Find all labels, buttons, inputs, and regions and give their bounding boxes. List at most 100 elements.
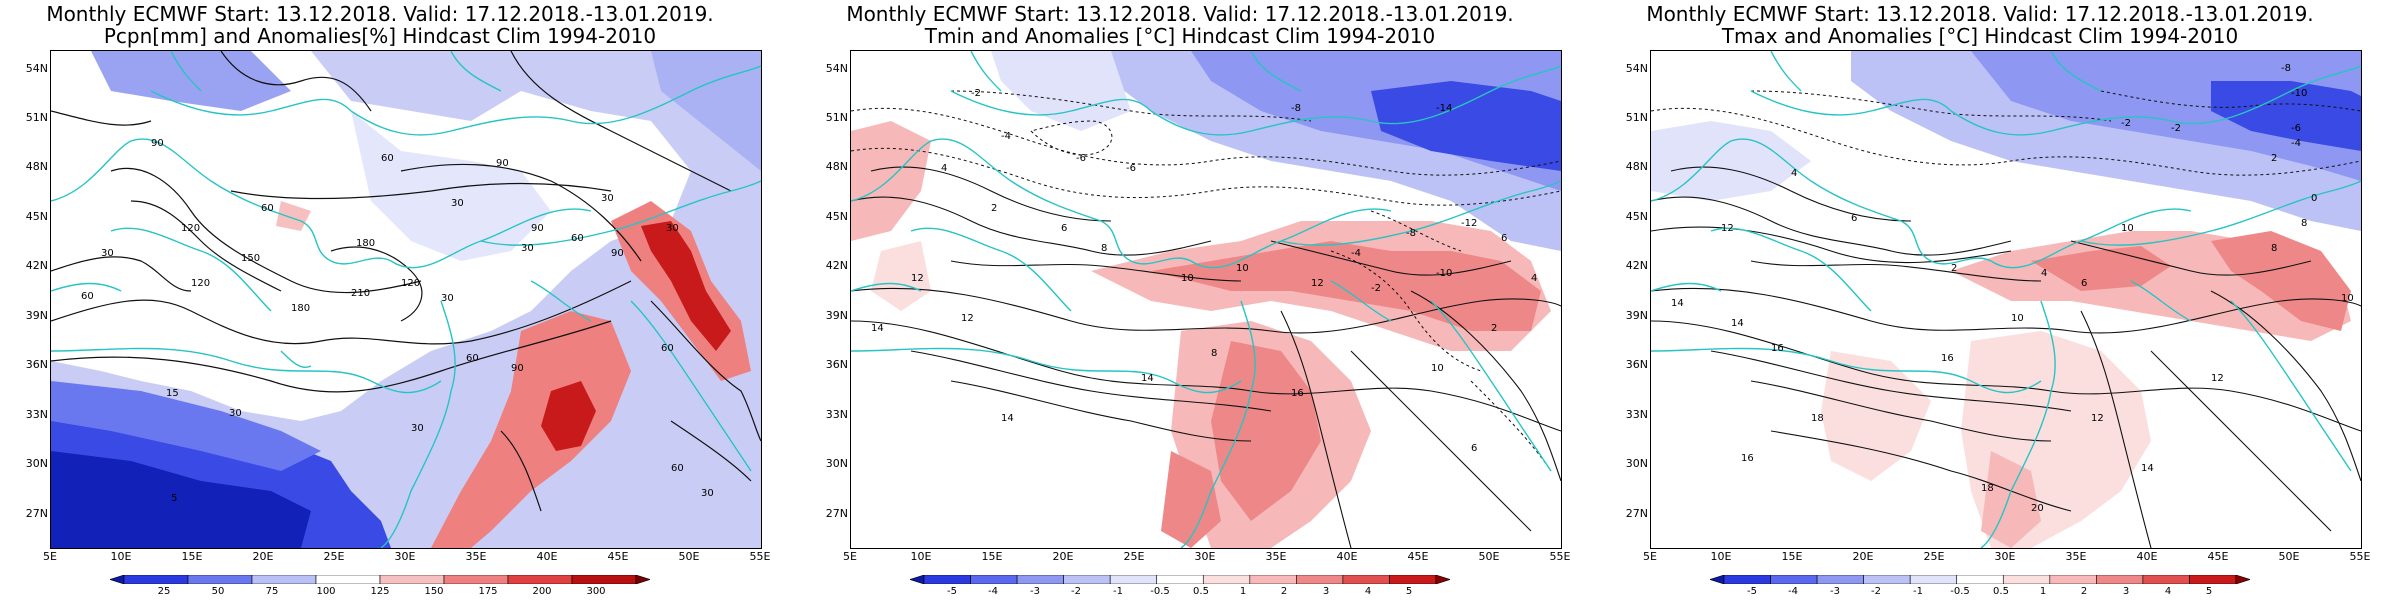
contour-label: -12 (1461, 218, 1477, 229)
tmin-contours (851, 166, 1561, 548)
contour-label: 2 (2271, 153, 2277, 164)
colorbar-segment (187, 575, 253, 584)
lat-label: 48N (25, 160, 48, 173)
precipitation-map: 30 60 90 120 150 180 210 60 30 90 120 60… (51, 51, 761, 548)
lon-label: 20E (1052, 550, 1074, 563)
colorbar-label: 25 (157, 586, 171, 597)
colorbar-label: 75 (265, 586, 279, 597)
contour-label: 2 (1491, 323, 1497, 334)
colorbar-label: -3 (1830, 586, 1840, 597)
colorbar-label: -0.5 (1150, 586, 1170, 597)
contour-label: 30 (101, 248, 114, 259)
colorbar-label: -5 (1747, 586, 1757, 597)
contour-label: 12 (1311, 278, 1324, 289)
contour-label: 10 (1236, 263, 1249, 274)
panel-title-line2: Tmin and Anomalies [°C] Hindcast Clim 19… (924, 24, 1436, 48)
lat-label: 48N (825, 160, 848, 173)
lon-label: 5E (1643, 550, 1657, 563)
colorbar-segment (1063, 575, 1111, 584)
colorbar-segment (2189, 575, 2237, 584)
colorbar-segment (923, 575, 971, 584)
contour-label: -10 (1436, 268, 1452, 279)
contour-labels: -14 -2 -4 -6 -6 -8 4 2 6 8 10 12 14 16 1… (871, 88, 1537, 454)
lon-label: 35E (465, 550, 487, 563)
colorbar-segment (507, 575, 573, 584)
colorbar-segment (1202, 575, 1251, 584)
colorbar (110, 575, 650, 584)
contour-label: 60 (661, 343, 674, 354)
contour-label: 90 (611, 248, 624, 259)
colorbar-label: -1 (1113, 586, 1123, 597)
colorbar-segment (1249, 575, 1297, 584)
lat-label: 51N (825, 111, 848, 124)
contour-label: 16 (1741, 453, 1754, 464)
contour-label: -6 (1076, 153, 1086, 164)
colorbar-segment (1863, 575, 1911, 584)
contour-label: 90 (151, 138, 164, 149)
lon-label: 55E (2349, 550, 2371, 563)
anomaly-wet-area-italy (276, 201, 311, 231)
lon-label: 15E (181, 550, 203, 563)
panel-precipitation: Monthly ECMWF Start: 13.12.2018. Valid: … (0, 0, 800, 600)
lon-label: 25E (323, 550, 345, 563)
contour-label: -8 (2281, 63, 2291, 74)
map-area: -14 -2 -4 -6 -6 -8 4 2 6 8 10 12 14 16 1… (850, 50, 1562, 549)
colorbar-label: -0.5 (1950, 586, 1970, 597)
contour-label: 210 (351, 288, 370, 299)
contour-label: 90 (531, 223, 544, 234)
tmax-contours (1651, 166, 2361, 548)
lat-label: 30N (825, 457, 848, 470)
lon-label: 40E (536, 550, 558, 563)
contour-label: 18 (1981, 483, 1994, 494)
lon-label: 55E (1549, 550, 1571, 563)
contour-label: 18 (1811, 413, 1824, 424)
colorbar-label: 175 (478, 586, 498, 597)
colorbar-label: -1 (1913, 586, 1923, 597)
lon-label: 45E (2207, 550, 2229, 563)
colorbar-segment (1342, 575, 1390, 584)
colorbar-label: -2 (1871, 586, 1881, 597)
contour-label: 8 (2271, 243, 2277, 254)
contour-label: -8 (1406, 228, 1416, 239)
colorbar (1710, 575, 2250, 584)
colorbar-segment (1909, 575, 1958, 584)
tmax-map: -8 -10 -6 -4 -2 -2 0 2 4 6 8 10 12 14 16… (1651, 51, 2361, 548)
contour-label: 12 (961, 313, 974, 324)
contour-label: 2 (991, 203, 997, 214)
lat-label: 51N (1625, 111, 1648, 124)
colorbar-segment (251, 575, 317, 584)
contour-label: 8 (1101, 243, 1107, 254)
anomaly-warm-area-mideast-strong (1211, 341, 1321, 521)
panel-title-line1: Monthly ECMWF Start: 13.12.2018. Valid: … (846, 2, 1514, 26)
anomaly-high-area-ne (651, 51, 761, 171)
lat-label: 39N (25, 309, 48, 322)
panel-tmax: Monthly ECMWF Start: 13.12.2018. Valid: … (1600, 0, 2400, 600)
anomaly-verywet-area-caucasus (641, 221, 731, 351)
anomaly-verycold-area (1371, 81, 1561, 171)
lon-label: 10E (110, 550, 132, 563)
contour-label: 60 (571, 233, 584, 244)
colorbar-label: 2 (2080, 586, 2088, 597)
lat-label: 45N (1625, 210, 1648, 223)
anomaly-warm-area-caucasus (2211, 231, 2351, 331)
contour-label: 30 (521, 243, 534, 254)
anomaly-verylow-area-south (51, 451, 311, 548)
lat-label: 30N (1625, 457, 1648, 470)
contour-label: 10 (2121, 223, 2134, 234)
colorbar-label: 4 (1364, 586, 1372, 597)
colorbar-label: -3 (1030, 586, 1040, 597)
contour-label: 90 (511, 363, 524, 374)
contour-label: 6 (1471, 443, 1477, 454)
lon-label: 10E (1710, 550, 1732, 563)
colorbar-label: 5 (1405, 586, 1413, 597)
anomaly-warm-area-red-sea (1161, 451, 1221, 548)
contour-label: -2 (1371, 283, 1381, 294)
colorbar-label: 125 (370, 586, 390, 597)
contour-label: 4 (941, 163, 947, 174)
colorbar-segment (970, 575, 1018, 584)
contour-label: 16 (1941, 353, 1954, 364)
contour-label: -10 (2291, 88, 2307, 99)
colorbar-segment (1296, 575, 1344, 584)
anomaly-cold-area-west (1651, 121, 1811, 201)
panel-title-line1: Monthly ECMWF Start: 13.12.2018. Valid: … (46, 2, 714, 26)
